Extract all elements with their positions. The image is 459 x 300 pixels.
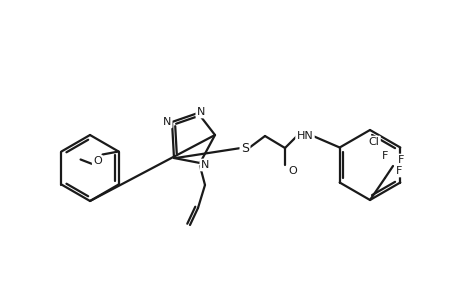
Text: F: F (395, 166, 401, 176)
Text: HN: HN (296, 131, 313, 141)
Text: O: O (288, 166, 297, 176)
Text: N: N (196, 107, 205, 117)
Text: O: O (93, 157, 102, 166)
Text: S: S (241, 142, 248, 154)
Text: Cl: Cl (368, 137, 379, 147)
Text: F: F (397, 155, 403, 165)
Text: N: N (162, 117, 171, 127)
Text: F: F (381, 151, 387, 161)
Text: N: N (201, 160, 209, 170)
